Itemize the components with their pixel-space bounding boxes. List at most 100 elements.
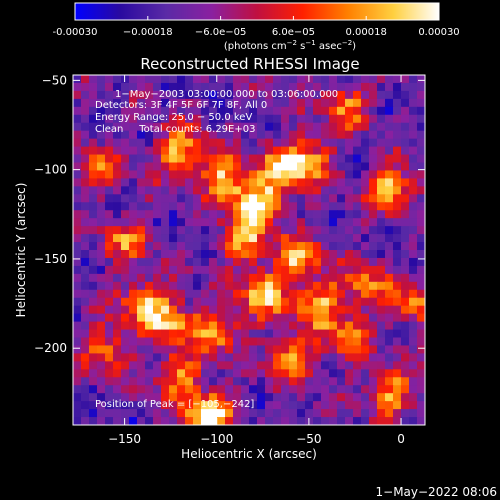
- heatmap-cell: [129, 170, 138, 179]
- heatmap-cell: [201, 313, 210, 323]
- heatmap-cell: [177, 90, 186, 100]
- heatmap-cell: [353, 178, 362, 187]
- heatmap-cell: [265, 75, 274, 84]
- heatmap-cell: [97, 154, 106, 164]
- heatmap-cell: [265, 401, 274, 410]
- heatmap-cell: [393, 130, 402, 140]
- heatmap-cell: [249, 337, 258, 347]
- heatmap-cell: [377, 82, 386, 92]
- heatmap-cell: [313, 226, 322, 235]
- heatmap-cell: [81, 265, 90, 275]
- heatmap-cell: [249, 257, 258, 267]
- heatmap-cell: [417, 393, 425, 402]
- heatmap-cell: [361, 186, 370, 195]
- heatmap-cell: [217, 257, 226, 267]
- heatmap-cell: [265, 162, 274, 172]
- heatmap-cell: [417, 114, 425, 124]
- heatmap-cell: [137, 178, 146, 187]
- heatmap-cell: [353, 417, 362, 425]
- heatmap-cell: [105, 186, 114, 195]
- heatmap-cell: [329, 170, 338, 179]
- heatmap-cell: [345, 242, 354, 251]
- heatmap-cell: [169, 154, 178, 164]
- heatmap-cell: [201, 385, 210, 394]
- heatmap-cell: [401, 250, 410, 259]
- heatmap-cell: [193, 170, 202, 179]
- heatmap-cell: [145, 329, 154, 339]
- heatmap-cell: [281, 234, 290, 243]
- heatmap-cell: [193, 75, 202, 84]
- heatmap-cell: [233, 305, 242, 315]
- heatmap-cell: [185, 353, 194, 362]
- heatmap-cell: [337, 265, 346, 275]
- heatmap-cell: [145, 250, 154, 259]
- heatmap-cell: [185, 194, 194, 203]
- heatmap-cell: [209, 210, 218, 219]
- heatmap-cell: [153, 345, 162, 354]
- heatmap-cell: [345, 154, 354, 164]
- heatmap-cell: [193, 98, 202, 108]
- heatmap-cell: [257, 202, 266, 211]
- heatmap-cell: [337, 122, 346, 132]
- heatmap-cell: [345, 146, 354, 156]
- heatmap-cell: [89, 242, 98, 251]
- heatmap-cell: [201, 369, 210, 378]
- heatmap-cell: [417, 329, 425, 339]
- heatmap-cell: [177, 178, 186, 187]
- heatmap-cell: [145, 337, 154, 347]
- heatmap-cell: [273, 210, 282, 219]
- heatmap-cell: [409, 114, 418, 124]
- heatmap-cell: [377, 210, 386, 219]
- heatmap-cell: [417, 417, 425, 425]
- heatmap-cell: [97, 218, 106, 227]
- heatmap-cell: [361, 265, 370, 275]
- heatmap-cell: [281, 82, 290, 92]
- heatmap-cell: [153, 393, 162, 402]
- heatmap-cell: [369, 297, 378, 307]
- heatmap-cell: [249, 313, 258, 323]
- heatmap-cell: [241, 186, 250, 195]
- heatmap-cell: [273, 417, 282, 425]
- heatmap-cell: [169, 234, 178, 243]
- heatmap-cell: [81, 377, 90, 386]
- heatmap-cell: [305, 353, 314, 362]
- heatmap-cell: [201, 250, 210, 259]
- heatmap-cell: [377, 345, 386, 354]
- heatmap-cell: [321, 138, 330, 148]
- heatmap-cell: [81, 130, 90, 140]
- heatmap-cell: [377, 146, 386, 156]
- heatmap-cell: [353, 98, 362, 108]
- heatmap-cell: [97, 401, 106, 410]
- heatmap-cell: [265, 393, 274, 402]
- heatmap-cell: [273, 401, 282, 410]
- heatmap-cell: [353, 106, 362, 116]
- heatmap-cell: [193, 178, 202, 187]
- heatmap-cell: [345, 265, 354, 275]
- heatmap-cell: [321, 401, 330, 410]
- heatmap-cell: [321, 210, 330, 219]
- heatmap-cell: [385, 297, 394, 307]
- heatmap-cell: [385, 393, 394, 402]
- heatmap-cell: [313, 321, 322, 331]
- heatmap-cell: [97, 162, 106, 172]
- heatmap-cell: [121, 385, 130, 394]
- heatmap-cell: [121, 281, 130, 291]
- heatmap-cell: [217, 409, 226, 418]
- heatmap-cell: [385, 170, 394, 179]
- heatmap-cell: [385, 162, 394, 172]
- heatmap-cell: [401, 417, 410, 425]
- heatmap-cell: [409, 186, 418, 195]
- heatmap-cell: [281, 265, 290, 275]
- heatmap-cell: [185, 297, 194, 307]
- heatmap-cell: [329, 321, 338, 331]
- heatmap-cell: [217, 146, 226, 156]
- heatmap-cell: [193, 130, 202, 140]
- heatmap-cell: [97, 250, 106, 259]
- heatmap-cell: [73, 273, 82, 283]
- heatmap-cell: [97, 178, 106, 187]
- heatmap-cell: [377, 305, 386, 315]
- heatmap-cell: [185, 417, 194, 425]
- heatmap-cell: [177, 218, 186, 227]
- heatmap-cell: [377, 234, 386, 243]
- heatmap-cell: [113, 417, 122, 425]
